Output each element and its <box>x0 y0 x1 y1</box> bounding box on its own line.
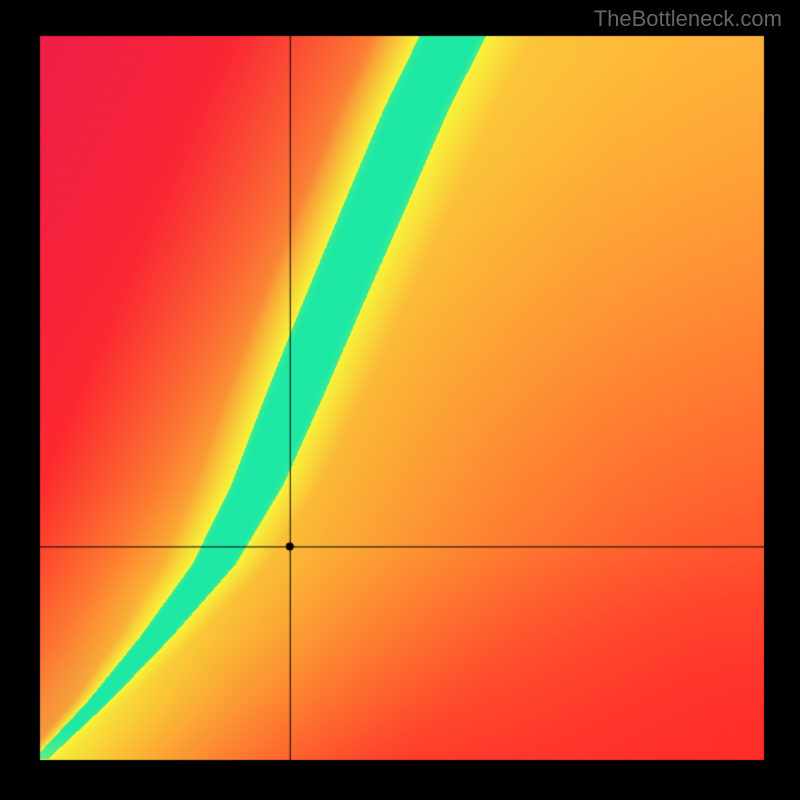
watermark-text: TheBottleneck.com <box>594 6 782 32</box>
bottleneck-heatmap <box>0 0 800 800</box>
